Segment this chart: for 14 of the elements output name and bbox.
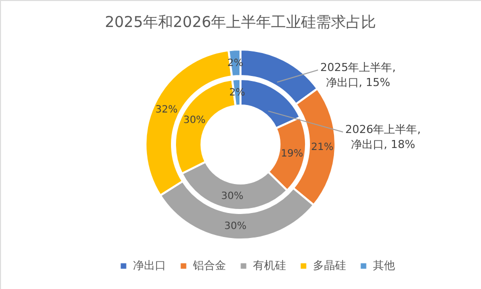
legend-label: 多晶硅 xyxy=(313,258,346,272)
chart-title: 2025年和2026年上半年工业硅需求占比 xyxy=(104,13,376,31)
data-label: 30% xyxy=(224,221,246,232)
legend-label: 净出口 xyxy=(133,258,166,272)
data-label: 30% xyxy=(183,114,206,126)
data-label: 30% xyxy=(221,191,244,202)
legend-label: 有机硅 xyxy=(253,258,286,272)
legend-label: 铝合金 xyxy=(192,258,226,272)
data-label: 32% xyxy=(155,104,178,116)
legend-label: 其他 xyxy=(373,258,395,272)
text: 2025年上半年, 净出口, 15% xyxy=(320,61,396,89)
data-label: 19% xyxy=(280,148,304,160)
text: 2026年上半年, 净出口, 18% xyxy=(345,123,421,151)
data-label: 21% xyxy=(311,142,334,154)
